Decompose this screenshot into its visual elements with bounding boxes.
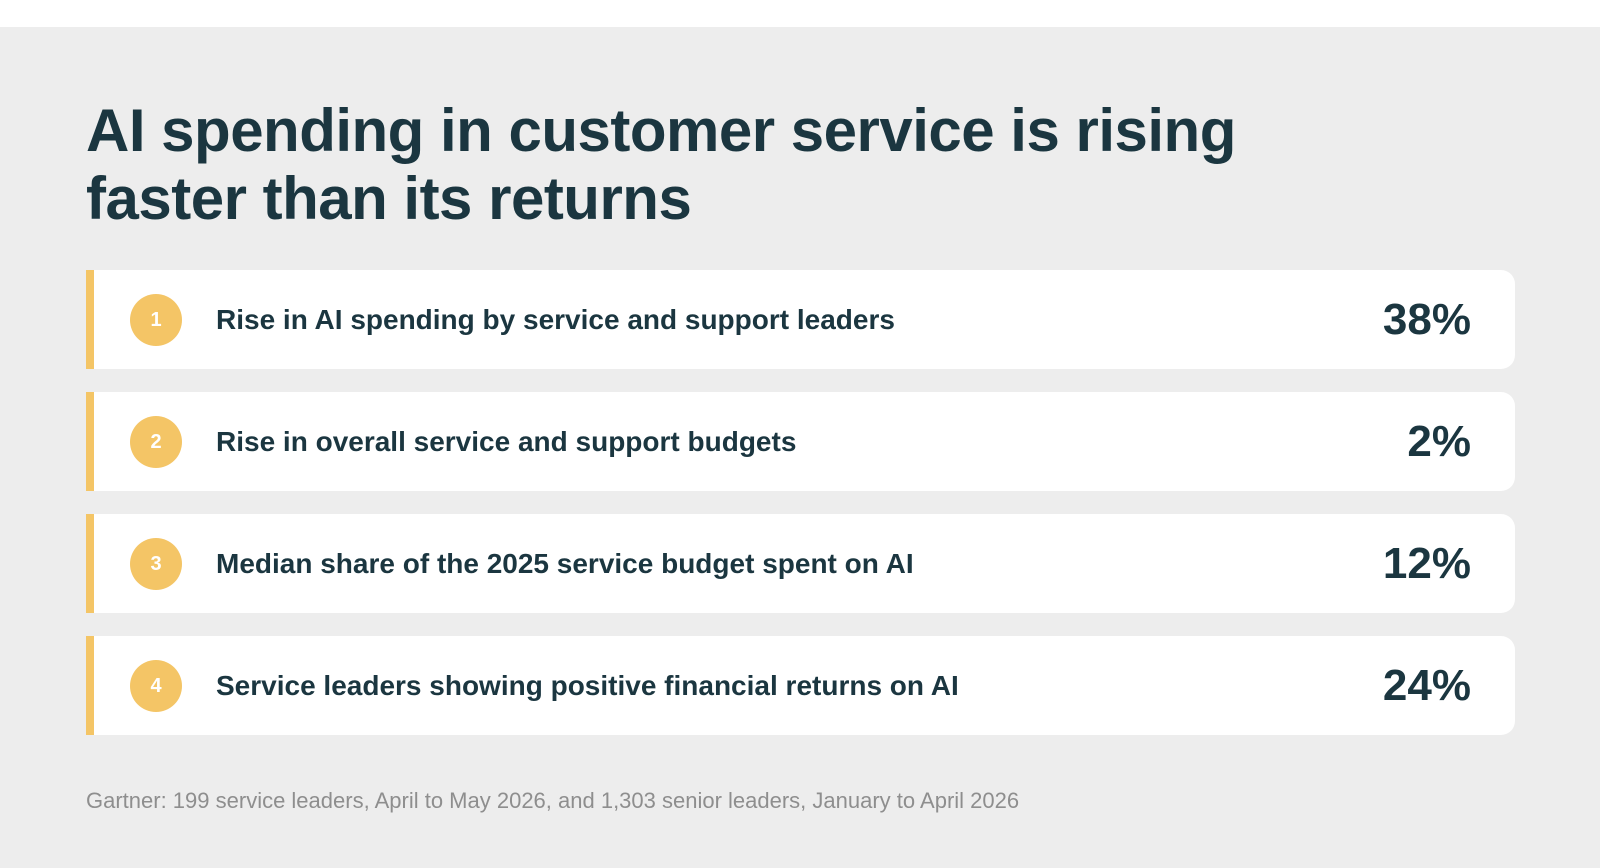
stat-value: 24% xyxy=(1382,661,1471,710)
stat-row-1: 1 Rise in AI spending by service and sup… xyxy=(86,270,1515,369)
stat-label: Median share of the 2025 service budget … xyxy=(216,548,914,579)
number-badge: 4 xyxy=(130,660,182,712)
stat-row-3: 3 Median share of the 2025 service budge… xyxy=(86,514,1515,613)
infographic-panel: AI spending in customer service is risin… xyxy=(0,27,1600,868)
number-badge: 1 xyxy=(130,294,182,346)
stat-label: Rise in overall service and support budg… xyxy=(216,426,797,457)
source-note: Gartner: 199 service leaders, April to M… xyxy=(86,788,1020,813)
stat-list: 1 Rise in AI spending by service and sup… xyxy=(86,270,1515,758)
stat-value: 38% xyxy=(1382,295,1471,344)
stat-value: 2% xyxy=(1407,417,1471,466)
stat-label: Service leaders showing positive financi… xyxy=(216,670,959,701)
stat-value: 12% xyxy=(1382,539,1471,588)
stat-row-4: 4 Service leaders showing positive finan… xyxy=(86,636,1515,735)
stat-row-2: 2 Rise in overall service and support bu… xyxy=(86,392,1515,491)
stat-label: Rise in AI spending by service and suppo… xyxy=(216,304,895,335)
number-badge: 3 xyxy=(130,538,182,590)
page-title: AI spending in customer service is risin… xyxy=(86,97,1236,232)
number-badge: 2 xyxy=(130,416,182,468)
